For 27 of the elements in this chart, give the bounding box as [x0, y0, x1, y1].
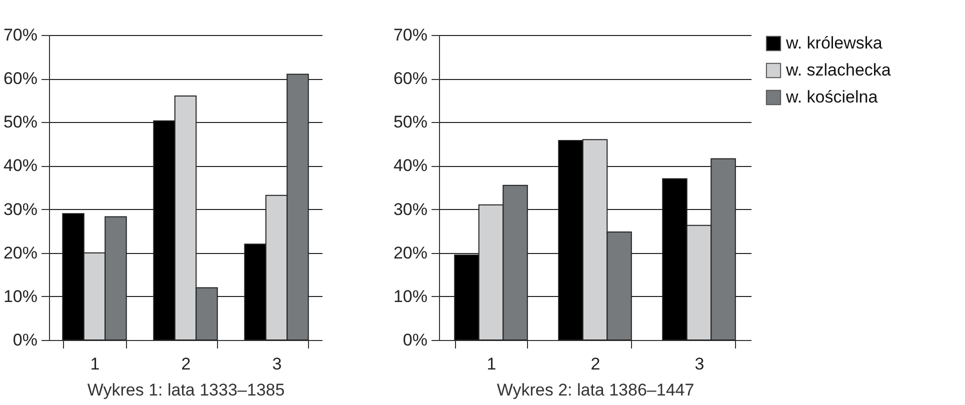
- x-tick-label: 2: [181, 354, 191, 374]
- y-tick-label: 30%: [393, 200, 428, 219]
- x-axis-title: Wykres 2: lata 1386–1447: [496, 380, 694, 400]
- y-tick-label: 10%: [3, 286, 38, 306]
- y-tick-label: 10%: [393, 286, 428, 306]
- x-tick-label: 3: [272, 354, 282, 374]
- legend-label: w. królewska: [785, 34, 883, 52]
- y-tick-label: 40%: [393, 156, 428, 176]
- y-tick-label: 50%: [393, 112, 428, 132]
- y-tick-label: 70%: [393, 26, 428, 44]
- y-tick-label: 70%: [3, 26, 38, 44]
- y-tick-label: 60%: [3, 69, 38, 88]
- legend-label: w. kościelna: [785, 88, 878, 106]
- y-tick-label: 30%: [3, 200, 38, 219]
- y-tick-label: 50%: [3, 112, 38, 132]
- x-tick-label: 1: [90, 354, 100, 374]
- y-tick-label: 40%: [3, 156, 38, 176]
- y-tick-label: 20%: [3, 243, 38, 262]
- x-tick-label: 1: [486, 354, 496, 374]
- x-axis-title: Wykres 1: lata 1333–1385: [87, 380, 285, 400]
- y-tick-label: 20%: [393, 243, 428, 262]
- y-tick-label: 0%: [12, 330, 38, 350]
- x-tick-label: 2: [590, 354, 600, 374]
- legend-label: w. szlachecka: [785, 60, 892, 80]
- x-tick-label: 3: [694, 354, 704, 374]
- y-tick-label: 0%: [402, 330, 428, 350]
- y-tick-label: 60%: [393, 69, 428, 88]
